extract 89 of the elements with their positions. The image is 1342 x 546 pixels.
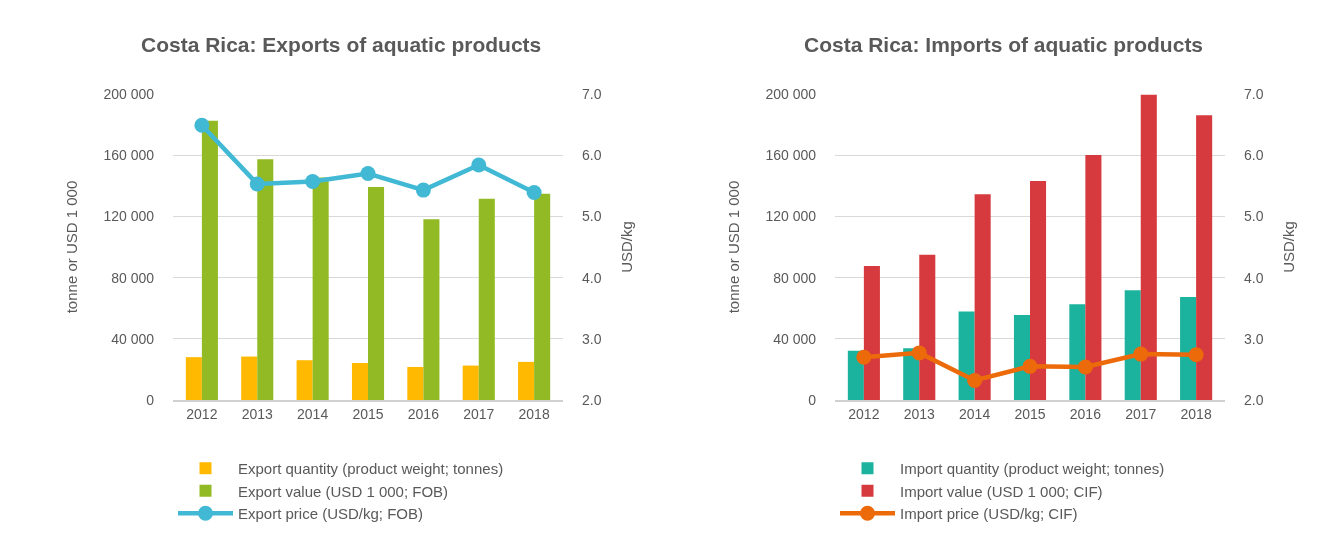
y2-tick-label: 3.0 [582,330,602,347]
bar [1030,180,1047,400]
legend-label: Export price (USD/kg; FOB) [238,505,424,523]
bar [241,356,258,400]
y2-tick-label: 2.0 [1244,391,1264,408]
bar [185,357,202,400]
chart-title: Costa Rica: Imports of aquatic products [804,33,1204,56]
point [360,166,376,182]
bar [534,193,551,400]
bar [478,198,495,400]
bar [919,254,936,400]
bar [863,265,880,400]
y-tick-label: 120 000 [103,208,155,225]
point [305,174,321,190]
bar [1085,155,1102,400]
bar [1196,115,1213,400]
x-tick-label: 2018 [1180,405,1212,422]
chart-title: Costa Rica: Exports of aquatic products [141,33,542,56]
y2-axis-title: USD/kg [1279,221,1297,273]
x-tick-label: 2014 [297,405,329,422]
bar [1180,297,1197,400]
x-tick-label: 2018 [518,405,550,422]
x-tick-label: 2015 [1014,405,1046,422]
bar [1124,290,1141,400]
point [471,157,487,173]
x-tick-label: 2012 [848,405,880,422]
bar [257,159,274,400]
y2-tick-label: 3.0 [1244,330,1264,347]
y-tick-label: 80 000 [111,269,155,286]
bar [1069,304,1086,400]
point [526,185,542,201]
legend-label: Import price (USD/kg; CIF) [900,505,1078,523]
point [856,349,872,365]
y2-tick-label: 6.0 [582,147,602,164]
y-tick-label: 80 000 [773,269,817,286]
x-tick-label: 2017 [463,405,495,422]
point [1022,358,1038,374]
y2-tick-label: 7.0 [582,85,602,102]
bar [423,219,440,400]
point [249,176,265,192]
legend-label: Import quantity (product weight; tonnes) [900,460,1165,478]
y-tick-label: 160 000 [765,147,817,164]
bar [351,362,368,400]
y-tick-label: 200 000 [103,85,155,102]
y-tick-label: 0 [146,391,155,408]
y-tick-label: 200 000 [765,85,817,102]
bar [462,365,479,400]
y2-tick-label: 5.0 [582,208,602,225]
y-tick-label: 40 000 [773,330,817,347]
legend-label: Export quantity (product weight; tonnes) [238,460,504,478]
y2-axis-title: USD/kg [617,221,635,273]
bar [518,361,535,400]
x-tick-label: 2012 [186,405,218,422]
point [1188,347,1204,363]
y-axis-title: tonne or USD 1 000 [62,180,80,314]
bar [1140,94,1157,400]
legend-label: Export value (USD 1 000; FOB) [238,482,449,500]
point [967,372,983,388]
bar [312,177,329,400]
x-tick-label: 2016 [1069,405,1102,422]
bar [201,120,218,400]
point [1133,346,1149,362]
x-tick-label: 2016 [407,405,440,422]
bar [1013,314,1030,400]
x-tick-label: 2015 [352,405,384,422]
bar [368,187,385,400]
y2-tick-label: 2.0 [582,391,602,408]
bar [974,194,991,400]
legend-label: Import value (USD 1 000; CIF) [900,482,1103,500]
y2-tick-label: 4.0 [1244,269,1264,286]
point [1077,359,1093,375]
bar [296,360,313,400]
y2-tick-label: 6.0 [1244,147,1264,164]
x-tick-label: 2014 [959,405,991,422]
y-axis-title: tonne or USD 1 000 [724,180,742,314]
y-tick-label: 40 000 [111,330,155,347]
y-tick-label: 120 000 [765,208,817,225]
x-tick-label: 2013 [903,405,936,422]
x-tick-label: 2017 [1125,405,1157,422]
x-tick-label: 2013 [241,405,274,422]
y2-tick-label: 4.0 [582,269,602,286]
bar [407,366,424,400]
y2-tick-label: 7.0 [1244,85,1264,102]
point [415,182,431,198]
y-tick-label: 0 [808,391,817,408]
point [911,345,927,361]
y2-tick-label: 5.0 [1244,208,1264,225]
point [194,117,210,133]
y-tick-label: 160 000 [103,147,155,164]
